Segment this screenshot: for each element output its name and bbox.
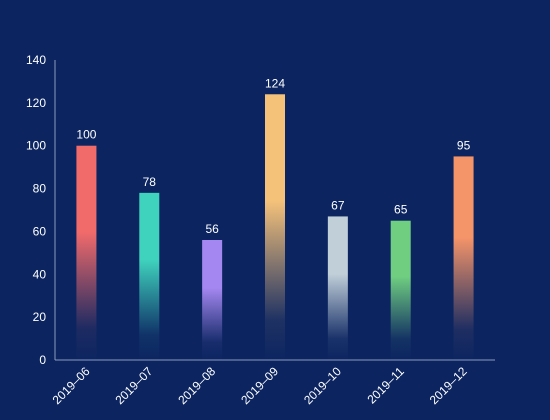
y-tick-label: 100 (26, 139, 46, 153)
bar[interactable] (202, 240, 223, 360)
bar[interactable] (265, 94, 285, 361)
y-tick-label: 140 (26, 53, 46, 67)
y-tick-label: 0 (39, 353, 46, 367)
bar[interactable] (76, 145, 97, 360)
x-tick-label: 2019–10 (301, 364, 344, 407)
y-tick-label: 20 (33, 310, 47, 324)
y-tick-label: 120 (26, 96, 46, 110)
x-tick-label: 2019–06 (50, 364, 93, 407)
bar-value-label: 67 (331, 198, 345, 212)
x-axis: 2019–06 2019–07 2019–08 2019–09 2019–10 2019–… (50, 359, 495, 407)
y-axis: 0 20 40 60 80 100 120 140 (26, 53, 56, 367)
bar-value-label: 78 (143, 175, 157, 189)
x-tick-label: 2019–09 (238, 364, 281, 407)
x-tick-label: 2019–12 (427, 364, 470, 407)
x-tick-label: 2019–11 (365, 364, 408, 407)
bar[interactable] (390, 220, 411, 360)
bar[interactable] (327, 216, 348, 360)
bar-value-label: 56 (205, 222, 219, 236)
bar-value-label: 95 (457, 138, 471, 152)
bar-value-label: 65 (394, 203, 408, 217)
data-labels-group: 100 78 56 124 67 65 95 (76, 76, 470, 236)
y-tick-label: 80 (33, 182, 47, 196)
bar[interactable] (139, 192, 160, 360)
x-tick-label: 2019–07 (112, 364, 155, 407)
bar-value-label: 100 (76, 128, 96, 142)
x-tick-label: 2019–08 (175, 364, 218, 407)
bar[interactable] (453, 156, 474, 360)
bars-group (76, 94, 474, 361)
bar-value-label: 124 (265, 76, 285, 90)
y-tick-label: 40 (33, 267, 47, 281)
y-tick-label: 60 (33, 224, 47, 238)
